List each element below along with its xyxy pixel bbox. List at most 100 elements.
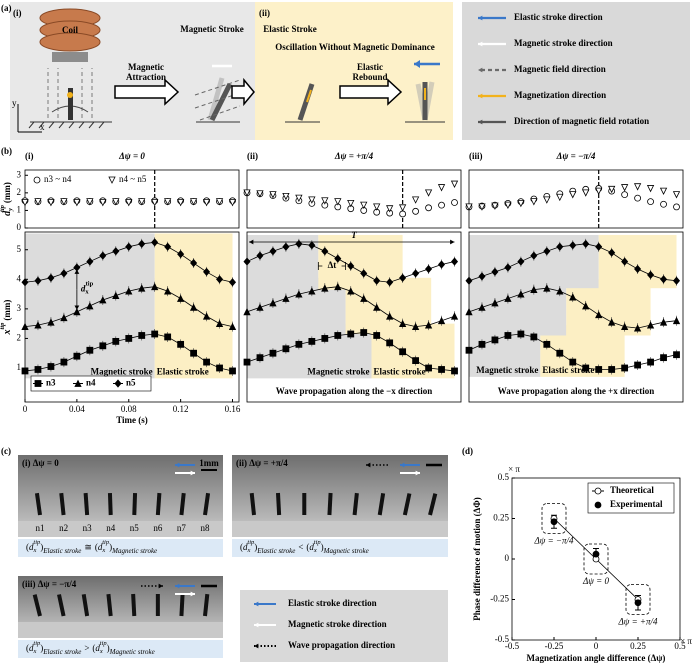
marker	[450, 312, 459, 320]
legend-text: Theoretical	[610, 485, 654, 495]
marker	[478, 340, 486, 348]
marker	[646, 321, 655, 329]
big-arrow	[114, 78, 180, 106]
marker	[543, 284, 551, 292]
equation-part: x	[313, 547, 317, 554]
legend-text: Elastic stroke direction	[514, 12, 603, 22]
stroke-title: Magnetic Stroke	[180, 24, 244, 34]
y-tick-label: 1	[17, 204, 22, 214]
pillar	[249, 492, 256, 516]
marker	[151, 282, 159, 291]
marker	[74, 379, 82, 387]
marker	[465, 203, 473, 211]
y-tick-label: 2	[17, 187, 22, 197]
marker	[308, 337, 316, 345]
marker	[659, 187, 668, 195]
marker	[112, 337, 120, 345]
y-axis-label-part: (mm)	[2, 182, 12, 203]
marker	[504, 201, 512, 210]
highlight-box	[541, 503, 567, 534]
marker	[569, 358, 577, 366]
pillar-label: n3	[83, 523, 93, 533]
marker	[424, 189, 433, 197]
arrow-head	[254, 622, 259, 628]
pillar	[327, 492, 333, 516]
y-axis-label-part: x	[2, 329, 13, 335]
plot-frame	[246, 169, 462, 229]
marker	[86, 257, 94, 266]
marker	[295, 340, 303, 348]
elastic-stroke-region	[566, 279, 651, 336]
marker	[373, 276, 381, 285]
marker	[504, 294, 512, 302]
marker	[592, 550, 600, 558]
marker	[228, 278, 237, 287]
y-tick-label: 0	[505, 553, 510, 563]
highlight-box	[625, 584, 651, 615]
marker	[190, 349, 198, 357]
plot	[465, 169, 684, 229]
x-tick-label: 0.08	[121, 404, 137, 414]
x-tick-label: 0.25	[630, 641, 646, 651]
sub-label: (i)	[13, 8, 22, 18]
pillar	[275, 492, 282, 516]
pillar	[131, 593, 137, 617]
marker	[21, 322, 29, 331]
stroke-label: Magnetic stroke	[91, 366, 153, 376]
amplitude-arrow	[74, 269, 80, 290]
marker	[99, 251, 107, 260]
marker	[138, 239, 146, 248]
marker	[672, 316, 681, 325]
plot	[465, 231, 684, 403]
axes-icon	[17, 104, 42, 133]
arrow-head	[175, 583, 180, 589]
y-axis-label-part: d	[2, 210, 13, 216]
marker	[660, 354, 667, 362]
marker	[21, 367, 29, 375]
annotation: Δψ = −π/4	[533, 536, 574, 546]
marker	[660, 200, 667, 208]
panel-label: (c)	[1, 446, 11, 456]
plot-frame	[24, 231, 240, 403]
x-axis-label: Time (s)	[116, 415, 148, 425]
marker	[321, 335, 329, 342]
marker	[437, 316, 446, 325]
marker	[34, 380, 42, 387]
arrow-head	[254, 643, 259, 649]
marker	[620, 322, 629, 331]
legend-text: n4 ~ n5	[119, 174, 147, 184]
marker	[450, 257, 459, 266]
marker	[673, 351, 680, 359]
marker	[138, 284, 146, 292]
photo-base	[18, 622, 223, 638]
equation-part: x	[99, 648, 103, 655]
marker	[243, 189, 251, 197]
marker	[138, 198, 146, 206]
marker	[659, 318, 668, 326]
marker	[47, 273, 55, 282]
x-tick-label: 0.16	[225, 404, 241, 414]
marker	[99, 199, 107, 207]
marker	[398, 204, 407, 212]
marker	[21, 278, 29, 287]
marker	[308, 287, 316, 295]
marker	[504, 263, 512, 272]
marker	[530, 198, 538, 206]
marker	[86, 302, 94, 310]
column-label: (ii)	[247, 151, 258, 161]
marker	[86, 346, 94, 354]
marker	[569, 191, 577, 199]
marker	[646, 185, 655, 193]
equation: (dxtip)Elastic stroke ≅ (dxtip)Magnetic st…	[26, 539, 157, 554]
marker	[47, 318, 55, 326]
marker	[425, 204, 432, 212]
marker	[112, 198, 120, 206]
plot	[21, 231, 240, 403]
equation-part: (	[92, 643, 95, 653]
arrow-label: Magnetic	[128, 62, 164, 72]
marker	[138, 332, 146, 339]
marker	[33, 176, 41, 184]
marker	[151, 330, 159, 338]
marker	[478, 303, 486, 311]
marker	[437, 184, 446, 192]
